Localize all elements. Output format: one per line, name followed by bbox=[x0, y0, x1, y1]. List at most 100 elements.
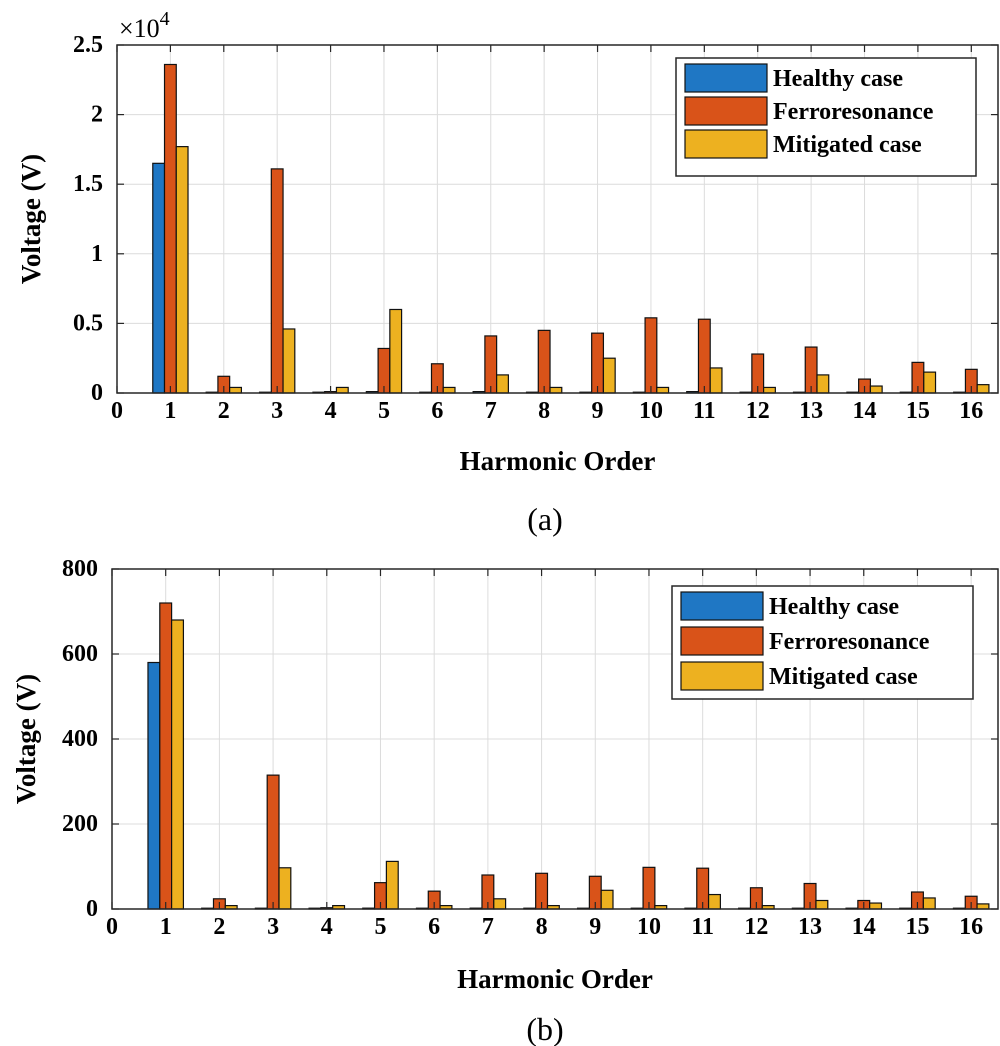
y-tick-label: 400 bbox=[62, 726, 98, 752]
bar-mitigated-4 bbox=[335, 386, 349, 394]
bar-mitigated-15 bbox=[922, 897, 936, 910]
x-tick-label: 14 bbox=[853, 398, 877, 424]
bar-mitigated-3 bbox=[282, 328, 296, 394]
bar-ferro-3 bbox=[270, 168, 284, 394]
bar-ferro-7 bbox=[484, 335, 498, 394]
x-tick-label: 10 bbox=[637, 914, 661, 940]
bar-mitigated-15 bbox=[923, 371, 937, 394]
x-tick-label: 5 bbox=[374, 914, 386, 940]
bar-mitigated-16 bbox=[976, 384, 990, 394]
bar-mitigated-1 bbox=[171, 619, 185, 910]
legend-label-healthy: Healthy case bbox=[769, 594, 899, 620]
bar-mitigated-1 bbox=[175, 146, 189, 394]
legend-swatch-ferro bbox=[680, 626, 764, 656]
axis-exponent-base: ×10 bbox=[119, 14, 160, 43]
x-tick-label: 3 bbox=[267, 914, 279, 940]
bar-mitigated-3 bbox=[278, 867, 292, 910]
bar-mitigated-6 bbox=[442, 386, 456, 394]
y-axis-title: Voltage (V) bbox=[16, 154, 46, 284]
x-tick-label: 8 bbox=[536, 914, 548, 940]
x-tick-label: 1 bbox=[164, 398, 176, 424]
bar-mitigated-5 bbox=[389, 308, 403, 394]
panel-caption: (a) bbox=[527, 501, 563, 537]
legend-label-ferro: Ferroresonance bbox=[773, 99, 934, 125]
bar-ferro-9 bbox=[591, 332, 605, 394]
x-tick-label: 15 bbox=[906, 398, 930, 424]
x-tick-label: 10 bbox=[639, 398, 663, 424]
bar-mitigated-13 bbox=[815, 899, 829, 910]
bar-mitigated-16 bbox=[976, 903, 990, 910]
bar-mitigated-9 bbox=[600, 889, 614, 910]
x-tick-label: 0 bbox=[111, 398, 123, 424]
x-tick-label: 2 bbox=[213, 914, 225, 940]
y-tick-label: 800 bbox=[62, 556, 98, 582]
y-tick-label: 1.5 bbox=[73, 171, 103, 197]
y-tick-label: 1 bbox=[91, 241, 103, 267]
bar-mitigated-8 bbox=[549, 386, 563, 394]
x-tick-label: 7 bbox=[485, 398, 497, 424]
x-tick-label: 2 bbox=[218, 398, 230, 424]
bar-ferro-10 bbox=[644, 317, 658, 394]
x-tick-label: 9 bbox=[592, 398, 604, 424]
y-tick-label: 0.5 bbox=[73, 310, 103, 336]
bar-ferro-8 bbox=[537, 329, 551, 394]
axis-exponent-power: 4 bbox=[160, 8, 170, 30]
axes-box bbox=[116, 44, 999, 394]
y-tick-label: 0 bbox=[86, 896, 98, 922]
bar-mitigated-9 bbox=[602, 357, 616, 394]
bar-mitigated-10 bbox=[656, 386, 670, 394]
x-tick-label: 6 bbox=[428, 914, 440, 940]
bar-healthy-1 bbox=[147, 661, 161, 910]
x-tick-label: 8 bbox=[538, 398, 550, 424]
bar-mitigated-5 bbox=[385, 860, 399, 910]
x-tick-label: 16 bbox=[959, 914, 983, 940]
x-tick-label: 9 bbox=[589, 914, 601, 940]
legend-swatch-mitigated bbox=[684, 129, 768, 159]
legend: Healthy case Ferroresonance Mitigated case bbox=[675, 57, 977, 177]
bar-ferro-3 bbox=[266, 774, 280, 910]
legend-label-healthy: Healthy case bbox=[773, 66, 903, 92]
x-tick-label: 13 bbox=[798, 914, 822, 940]
chart-panel-a: 0 1 2 3 4 5 6 7 8 9 10 11 12 13 14 15 1600.511.522.5×104… bbox=[16, 8, 999, 537]
x-tick-label: 11 bbox=[691, 914, 714, 940]
legend-swatch-ferro bbox=[684, 96, 768, 126]
y-tick-label: 600 bbox=[62, 641, 98, 667]
bar-mitigated-7 bbox=[493, 898, 507, 910]
y-tick-label: 2 bbox=[91, 102, 103, 128]
chart-panel-b: 0 1 2 3 4 5 6 7 8 9 10 11 12 13 14 15 160200400600800Har… bbox=[11, 556, 999, 1046]
bar-ferro-1 bbox=[159, 602, 173, 910]
bar-mitigated-2 bbox=[229, 386, 243, 394]
bar-mitigated-14 bbox=[869, 385, 883, 394]
x-tick-label: 0 bbox=[106, 914, 118, 940]
x-tick-label: 12 bbox=[744, 914, 768, 940]
x-tick-label: 3 bbox=[271, 398, 283, 424]
bar-ferro-11 bbox=[697, 318, 711, 394]
x-tick-label: 6 bbox=[431, 398, 443, 424]
bar-mitigated-11 bbox=[707, 893, 721, 910]
x-tick-label: 16 bbox=[959, 398, 983, 424]
x-tick-label: 5 bbox=[378, 398, 390, 424]
x-tick-label: 1 bbox=[160, 914, 172, 940]
x-tick-label: 4 bbox=[325, 398, 337, 424]
x-tick-label: 14 bbox=[852, 914, 876, 940]
bar-ferro-1 bbox=[163, 63, 177, 394]
x-tick-label: 11 bbox=[693, 398, 716, 424]
x-axis-title: Harmonic Order bbox=[457, 964, 653, 994]
x-tick-label: 13 bbox=[799, 398, 823, 424]
x-tick-label: 15 bbox=[905, 914, 929, 940]
axis-exponent-label: ×104 bbox=[119, 8, 170, 43]
y-tick-label: 2.5 bbox=[73, 32, 103, 58]
bar-mitigated-14 bbox=[869, 902, 883, 910]
bar-mitigated-11 bbox=[709, 367, 723, 394]
bar-mitigated-12 bbox=[763, 386, 776, 394]
legend-label-ferro: Ferroresonance bbox=[769, 629, 930, 655]
legend-swatch-mitigated bbox=[680, 661, 764, 691]
bar-mitigated-13 bbox=[816, 374, 830, 394]
legend-swatch-healthy bbox=[680, 591, 764, 621]
bar-mitigated-7 bbox=[496, 374, 509, 394]
x-tick-label: 4 bbox=[321, 914, 333, 940]
x-tick-label: 7 bbox=[482, 914, 494, 940]
legend-label-mitigated: Mitigated case bbox=[773, 132, 922, 158]
legend: Healthy case Ferroresonance Mitigated case bbox=[671, 585, 974, 700]
y-tick-label: 0 bbox=[91, 380, 103, 406]
